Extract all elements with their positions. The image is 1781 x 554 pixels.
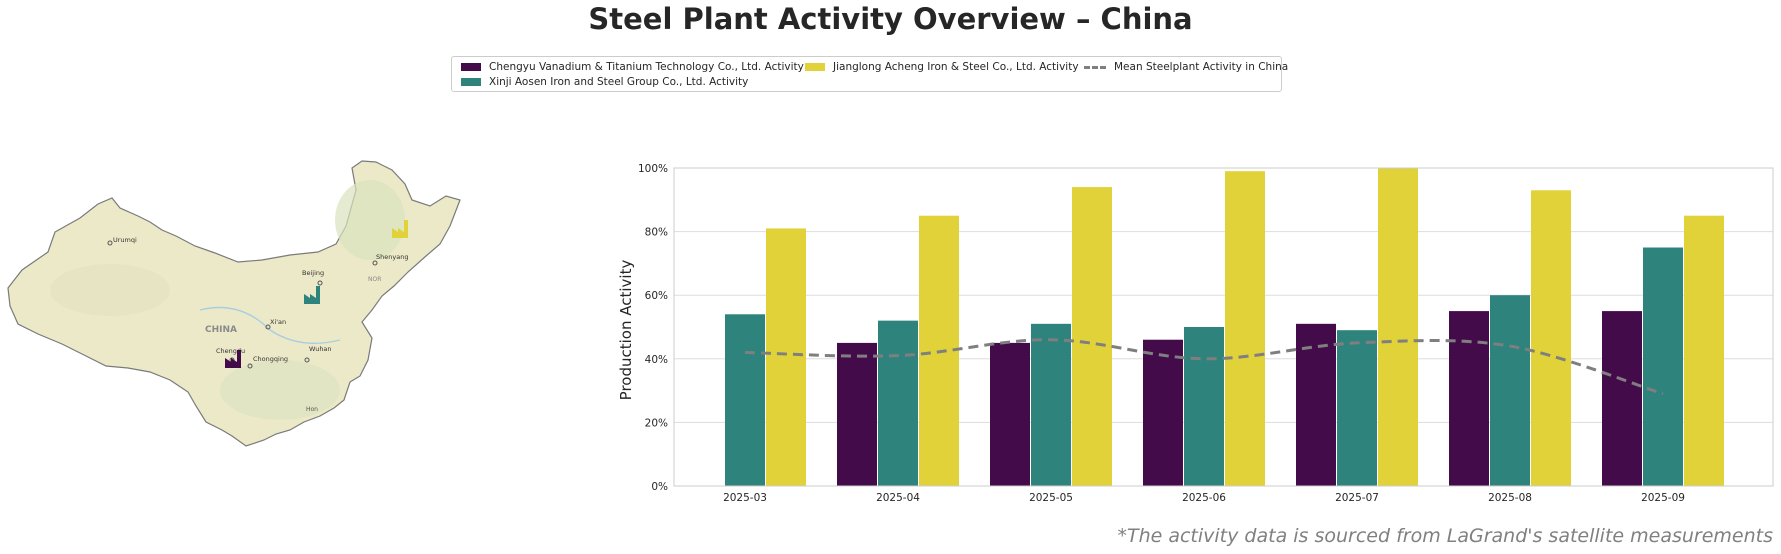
- bar-series1: [1296, 323, 1336, 486]
- x-tick-label: 2025-08: [1488, 492, 1532, 504]
- y-tick-label: 20%: [645, 417, 668, 429]
- x-tick-label: 2025-09: [1641, 492, 1685, 504]
- city-marker-chongqing: [247, 363, 253, 369]
- china-map-forest: [335, 180, 405, 260]
- bar-series3: [766, 228, 806, 487]
- city-label-chongqing: Chongqing: [253, 355, 288, 363]
- legend-item-series1: Chengyu Vanadium & Titanium Technology C…: [461, 60, 804, 74]
- axis-layer: 0% 20% 40% 60% 80% 100% 2025-03 2025-04 2025-05 2…: [638, 163, 1774, 504]
- city-label-chengdu: Chengdu: [216, 347, 245, 355]
- footnote: *The activity data is sourced from LaGra…: [1117, 525, 1773, 547]
- city-marker-urumqi: [107, 240, 113, 246]
- bar-series3: [1072, 187, 1112, 486]
- legend-label-series2: Xinji Aosen Iron and Steel Group Co., Lt…: [489, 76, 749, 88]
- bar-series2: [1643, 247, 1683, 486]
- mean-layer: [744, 338, 1664, 396]
- bar-series2: [1337, 330, 1377, 486]
- legend-line-mean: [1084, 65, 1106, 69]
- y-axis-label: Production Activity: [617, 260, 635, 401]
- city-label-hk: Hon: [306, 406, 318, 413]
- china-map-river: [199, 306, 341, 345]
- bar-series3: [1225, 171, 1265, 486]
- map-label-china: CHINA: [205, 325, 237, 335]
- bar-series1: [837, 342, 877, 486]
- y-tick-label: 60%: [645, 290, 668, 302]
- y-tick-label: 80%: [645, 227, 668, 239]
- city-marker-wuhan: [304, 357, 310, 363]
- china-map: Urumqi Beijing Shenyang NOR Xi'an CHINA …: [7, 160, 461, 447]
- legend-item-series3: Jianglong Acheng Iron & Steel Co., Ltd. …: [805, 60, 1079, 74]
- bar-series2: [1031, 323, 1071, 486]
- legend-swatch-series1: [461, 63, 481, 71]
- china-map-plateau: [50, 264, 170, 316]
- x-tick-label: 2025-05: [1029, 492, 1073, 504]
- bar-series1: [990, 342, 1030, 486]
- city-label-urumqi: Urumqi: [113, 236, 137, 244]
- bars-layer: [725, 168, 1724, 487]
- city-marker-shenyang: [372, 260, 378, 266]
- legend-label-series1: Chengyu Vanadium & Titanium Technology C…: [489, 61, 804, 73]
- legend-item-series2: Xinji Aosen Iron and Steel Group Co., Lt…: [461, 75, 748, 89]
- map-label-nor: NOR: [368, 276, 381, 283]
- bar-series1: [1143, 339, 1183, 486]
- x-tick-label: 2025-04: [876, 492, 920, 504]
- legend-label-series3: Jianglong Acheng Iron & Steel Co., Ltd. …: [833, 61, 1079, 73]
- y-tick-label: 0%: [651, 481, 668, 493]
- legend-item-mean: Mean Steelplant Activity in China: [1084, 60, 1288, 74]
- city-label-beijing: Beijing: [302, 269, 324, 277]
- bar-series2: [1490, 295, 1530, 486]
- city-label-wuhan: Wuhan: [309, 345, 332, 353]
- factory-icon-xinji: [304, 286, 320, 304]
- y-tick-label: 100%: [638, 163, 668, 175]
- bar-series2: [1184, 327, 1224, 486]
- bar-series3: [1531, 190, 1571, 486]
- city-label-xian: Xi'an: [270, 318, 286, 326]
- plot-frame: [673, 167, 1774, 487]
- bar-series2: [878, 320, 918, 486]
- bar-series1: [1449, 311, 1489, 486]
- city-marker-beijing: [317, 280, 323, 286]
- city-marker-xian: [265, 324, 271, 330]
- legend: Chengyu Vanadium & Titanium Technology C…: [451, 56, 1288, 92]
- bar-series2: [725, 314, 765, 486]
- y-tick-label: 40%: [645, 354, 668, 366]
- factory-icon-jianglong: [392, 220, 408, 238]
- bar-series1: [1602, 311, 1642, 486]
- chart-title: Steel Plant Activity Overview – China: [588, 2, 1193, 36]
- china-map-south: [220, 360, 340, 420]
- legend-swatch-series2: [461, 78, 481, 86]
- legend-label-mean: Mean Steelplant Activity in China: [1114, 61, 1289, 73]
- x-tick-label: 2025-07: [1335, 492, 1379, 504]
- city-label-shenyang: Shenyang: [376, 253, 408, 261]
- bar-series3: [1378, 168, 1418, 486]
- mean-line: [744, 338, 1664, 396]
- bar-series3: [1684, 215, 1724, 486]
- x-tick-label: 2025-03: [723, 492, 767, 504]
- factory-icon-chengyu: [225, 350, 241, 368]
- legend-swatch-series3: [805, 63, 825, 71]
- x-tick-label: 2025-06: [1182, 492, 1226, 504]
